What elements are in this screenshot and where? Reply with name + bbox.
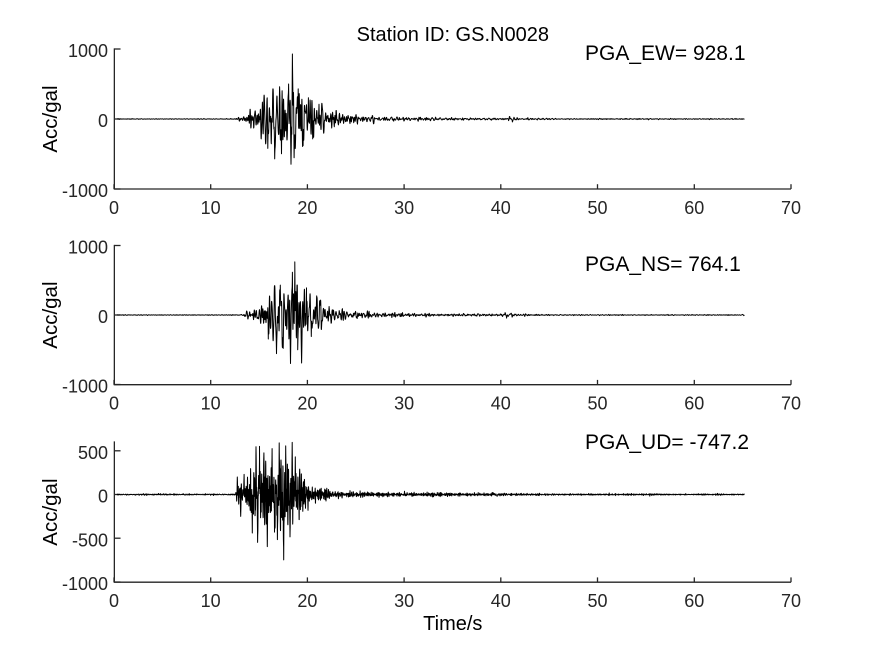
svg-text:Station ID: GS.N0028: Station ID: GS.N0028 [357,24,549,46]
svg-text:500: 500 [78,443,108,463]
svg-text:10: 10 [201,198,221,218]
svg-text:Acc/gal: Acc/gal [39,85,62,152]
svg-text:60: 60 [684,591,704,611]
svg-text:20: 20 [297,394,317,414]
svg-text:Acc/gal: Acc/gal [39,478,62,545]
svg-text:PGA_EW= 928.1: PGA_EW= 928.1 [585,42,746,65]
svg-text:-1000: -1000 [62,574,108,594]
svg-text:50: 50 [587,591,607,611]
svg-text:10: 10 [201,591,221,611]
svg-text:70: 70 [781,591,801,611]
svg-text:70: 70 [781,394,801,414]
svg-text:0: 0 [98,487,108,507]
svg-text:20: 20 [297,198,317,218]
svg-text:0: 0 [98,111,108,131]
svg-text:0: 0 [109,394,119,414]
svg-text:10: 10 [201,394,221,414]
svg-text:70: 70 [781,198,801,218]
svg-text:PGA_UD= -747.2: PGA_UD= -747.2 [585,431,749,454]
svg-text:0: 0 [98,307,108,327]
svg-text:0: 0 [109,198,119,218]
svg-text:30: 30 [394,394,414,414]
svg-text:60: 60 [684,198,704,218]
svg-text:60: 60 [684,394,704,414]
svg-text:Time/s: Time/s [423,613,482,635]
svg-text:PGA_NS= 764.1: PGA_NS= 764.1 [585,253,741,276]
svg-text:1000: 1000 [68,41,108,61]
svg-text:-1000: -1000 [62,181,108,201]
svg-text:-1000: -1000 [62,377,108,397]
svg-text:50: 50 [587,394,607,414]
svg-text:0: 0 [109,591,119,611]
svg-text:30: 30 [394,198,414,218]
svg-text:40: 40 [491,198,511,218]
svg-text:Acc/gal: Acc/gal [39,281,62,348]
svg-text:40: 40 [491,394,511,414]
svg-text:50: 50 [587,198,607,218]
svg-text:20: 20 [297,591,317,611]
svg-text:30: 30 [394,591,414,611]
svg-text:-500: -500 [72,531,108,551]
svg-text:40: 40 [491,591,511,611]
svg-text:1000: 1000 [68,238,108,258]
